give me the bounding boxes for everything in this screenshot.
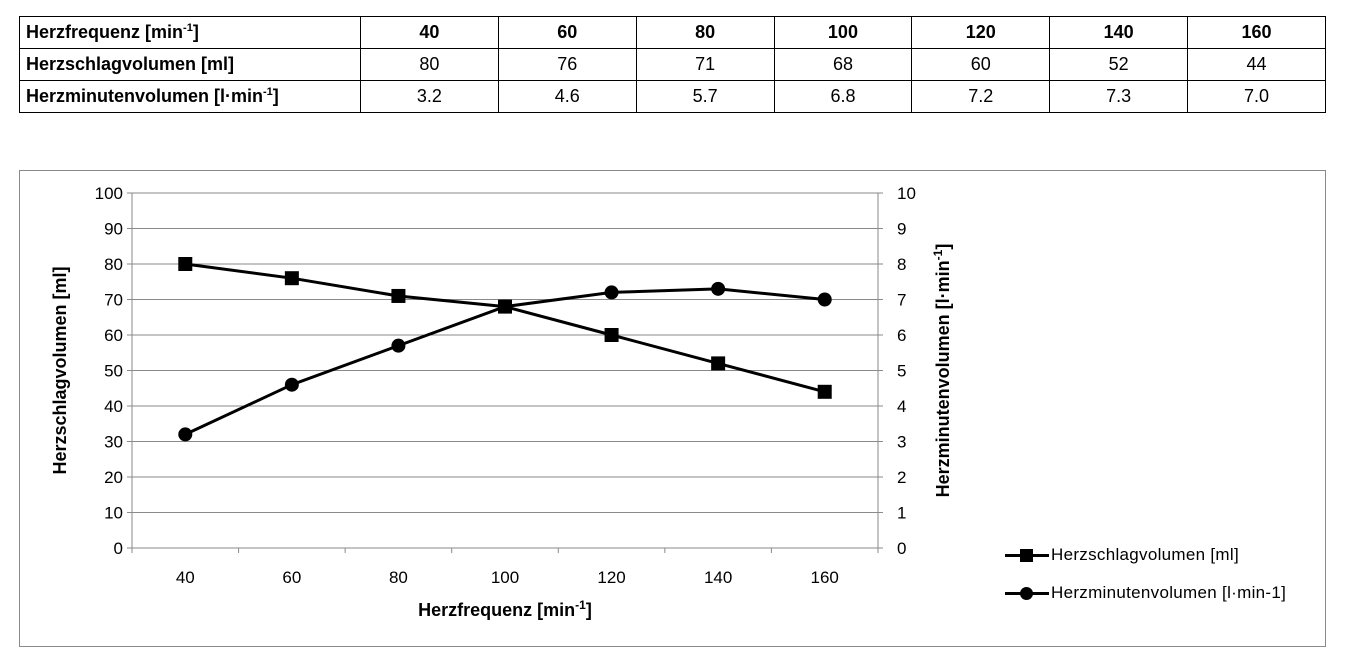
y-tick-label-right: 0 (897, 539, 906, 558)
chart: 0 10 20 30 40 50 60 70 80 90 100 0 1 2 3 4 5 6 7 8 9 10 40 60 80… (50, 184, 953, 620)
x-tick-label: 160 (811, 568, 839, 587)
y-tick-label-right: 5 (897, 362, 906, 381)
legend: Herzschlagvolumen [ml] Herzminutenvolumen… (1005, 545, 1286, 621)
table-cell: 160 (1187, 16, 1326, 49)
table-cell: 80 (635, 16, 775, 49)
table-cell: 3.2 (360, 80, 499, 113)
data-point-circle (178, 427, 193, 442)
y-axis-label-right: Herzminutenvolumen [l·min-1] (931, 244, 953, 498)
y-tick-label-left: 30 (104, 433, 123, 452)
table-cell: 120 (911, 16, 1051, 49)
y-tick-label-left: 0 (114, 539, 123, 558)
table-cell: 60 (497, 16, 637, 49)
y-tick-label-left: 20 (104, 468, 123, 487)
data-point-circle (817, 292, 832, 307)
data-table: Herzfrequenz [min-1] 40 60 80 100 120 140 160 He… (19, 16, 1326, 113)
y-tick-label-right: 4 (897, 397, 906, 416)
y-tick-label-left: 70 (104, 291, 123, 310)
table-cell: 68 (773, 48, 913, 81)
table-cell: 7.2 (911, 80, 1051, 113)
y-tick-label-right: 3 (897, 433, 906, 452)
table-row: Herzminutenvolumen [l·min-1] 3.2 4.6 5.7 6.8… (19, 80, 1326, 113)
data-point-circle (711, 281, 726, 296)
table-cell: 76 (497, 48, 637, 81)
legend-item: Herzschlagvolumen [ml] (1005, 545, 1286, 565)
y-tick-label-right: 8 (897, 255, 906, 274)
y-tick-label-right: 7 (897, 291, 906, 310)
table-cell: 100 (773, 16, 913, 49)
data-point-square (604, 328, 619, 342)
table-cell: 7.3 (1049, 80, 1189, 113)
y-tick-label-right: 6 (897, 326, 906, 345)
data-point-square (391, 288, 406, 303)
table-row: Herzfrequenz [min-1] 40 60 80 100 120 140 160 (19, 16, 1326, 49)
table-row: Herzschlagvolumen [ml] 80 76 71 68 60 52 44 (19, 48, 1326, 81)
legend-square-marker-icon (1005, 547, 1049, 563)
table-cell: 44 (1187, 48, 1326, 81)
data-point-square (284, 271, 299, 286)
legend-label: Herzminutenvolumen [l·min-1] (1051, 583, 1287, 602)
y-tick-label-left: 90 (104, 220, 123, 239)
table-cell: 80 (360, 48, 499, 81)
y-tick-label-right: 1 (897, 504, 906, 523)
y-axis-label-left: Herzschlagvolumen [ml] (50, 266, 70, 474)
row-header: Herzschlagvolumen [ml] (19, 48, 361, 81)
data-point-circle (604, 285, 619, 300)
data-point-square (178, 257, 193, 271)
x-tick-label: 140 (704, 568, 732, 587)
data-point-circle (284, 377, 299, 392)
y-tick-label-left: 80 (104, 255, 123, 274)
x-tick-label: 100 (491, 568, 519, 587)
y-tick-label-left: 50 (104, 362, 123, 381)
table-cell: 60 (911, 48, 1051, 81)
chart-frame: 0 10 20 30 40 50 60 70 80 90 100 0 1 2 3 4 5 6 7 8 9 10 40 60 80… (19, 170, 1326, 647)
legend-circle-marker-icon (1005, 585, 1049, 601)
legend-item: Herzminutenvolumen [l·min-1] (1005, 583, 1286, 603)
table-cell: 140 (1049, 16, 1189, 49)
x-tick-label: 40 (176, 568, 195, 587)
y-tick-label-right: 2 (897, 468, 906, 487)
table-cell: 4.6 (497, 80, 637, 113)
table-cell: 6.8 (773, 80, 913, 113)
table-cell: 52 (1049, 48, 1189, 81)
row-header: Herzfrequenz [min-1] (19, 16, 361, 49)
x-tick-label: 80 (389, 568, 408, 587)
y-tick-label-left: 60 (104, 326, 123, 345)
legend-label: Herzschlagvolumen [ml] (1051, 545, 1239, 564)
y-tick-label-right: 10 (897, 184, 916, 203)
series-line-0 (185, 262, 826, 394)
table-cell: 71 (635, 48, 775, 81)
data-point-square (817, 384, 832, 399)
x-axis-label: Herzfrequenz [min-1] (418, 598, 592, 620)
y-tick-label-left: 40 (104, 397, 123, 416)
table-cell: 5.7 (635, 80, 775, 113)
data-point-circle (498, 299, 512, 314)
data-point-square (711, 356, 726, 371)
x-tick-label: 120 (597, 568, 625, 587)
y-tick-label-right: 9 (897, 220, 906, 239)
row-header: Herzminutenvolumen [l·min-1] (19, 80, 361, 113)
table-cell: 7.0 (1187, 80, 1326, 113)
data-point-circle (391, 338, 406, 353)
y-tick-label-left: 10 (104, 504, 123, 523)
x-tick-label: 60 (282, 568, 301, 587)
table-cell: 40 (360, 16, 499, 49)
y-tick-label-left: 100 (95, 184, 123, 203)
